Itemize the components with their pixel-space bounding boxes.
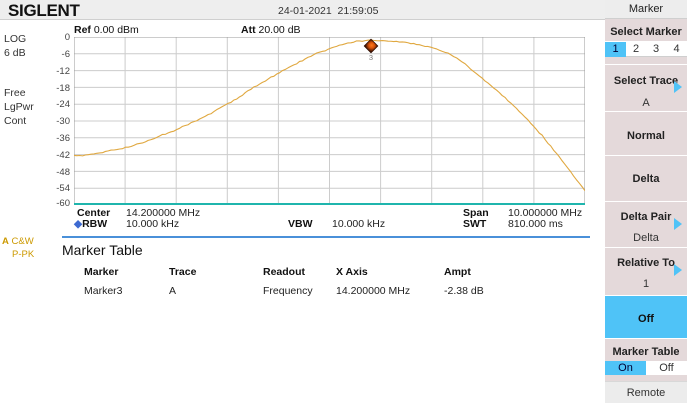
svg-text:3: 3	[369, 53, 373, 62]
